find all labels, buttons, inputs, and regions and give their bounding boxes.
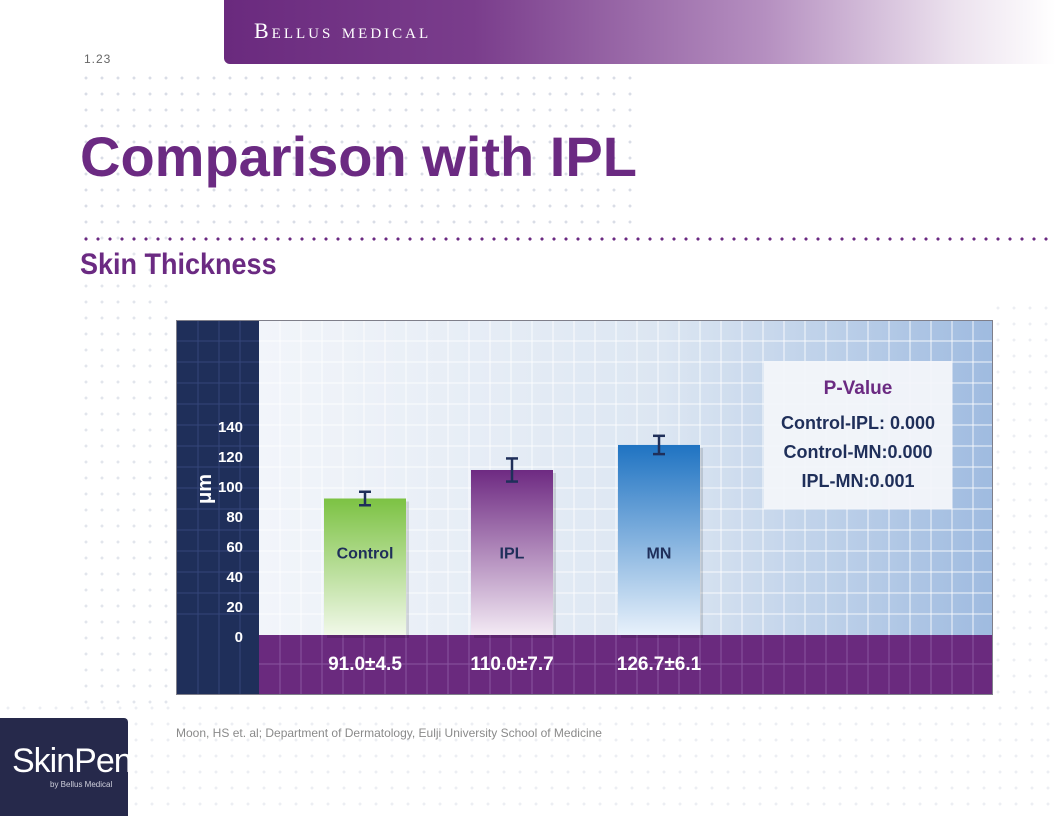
value-label: 91.0±4.5 — [328, 654, 402, 675]
y-tick-label: 20 — [226, 599, 243, 616]
skin-thickness-chart: μm 0 20 40 60 80 100 120 140 Control IPL MN 91.0±… — [177, 321, 992, 694]
dotted-divider — [80, 237, 1056, 241]
y-tick-label: 140 — [218, 419, 243, 436]
value-label: 110.0±7.7 — [470, 654, 553, 675]
legend-line-control-ipl: Control-IPL: 0.000 — [781, 413, 935, 433]
bar-control — [324, 498, 406, 635]
dot-pattern-bottom — [0, 700, 1056, 816]
value-label: 126.7±6.1 — [617, 654, 702, 675]
skinpen-logo: SkinPen by Bellus Medical — [0, 718, 133, 816]
y-axis-label: μm — [194, 474, 216, 504]
bar-label-ipl: IPL — [500, 546, 525, 563]
y-tick-label: 120 — [218, 449, 243, 466]
bar-label-mn: MN — [647, 546, 672, 563]
chart-frame: μm 0 20 40 60 80 100 120 140 Control IPL MN 91.0±… — [176, 320, 993, 695]
bar-label-control: Control — [337, 546, 394, 563]
page-subtitle: Skin Thickness — [80, 248, 277, 281]
y-panel-grid — [177, 321, 259, 694]
y-tick-label: 60 — [226, 539, 243, 556]
y-axis-panel — [177, 321, 259, 694]
dot-pattern-right — [990, 300, 1056, 700]
y-tick-label: 0 — [235, 629, 243, 646]
slide-number: 1.23 — [84, 52, 112, 66]
logo-tagline: by Bellus Medical — [50, 780, 113, 789]
citation: Moon, HS et. al; Department of Dermatolo… — [176, 726, 602, 740]
p-value-legend: P-Value Control-IPL: 0.000 Control-MN:0.… — [764, 361, 952, 509]
y-tick-label: 40 — [226, 569, 243, 586]
bar-ipl — [471, 470, 553, 635]
page-title: Comparison with IPL — [80, 125, 637, 188]
value-band-grid — [259, 635, 992, 694]
y-tick-label: 100 — [218, 479, 243, 496]
dot-pattern-left — [78, 230, 174, 710]
legend-line-ipl-mn: IPL-MN:0.001 — [801, 471, 914, 491]
brand-banner — [224, 0, 1056, 64]
bar-mn — [618, 444, 700, 635]
legend-line-control-mn: Control-MN:0.000 — [783, 442, 932, 462]
dot-pattern-top — [78, 70, 638, 230]
y-tick-label: 80 — [226, 509, 243, 526]
legend-title: P-Value — [824, 378, 893, 399]
brand-name: Bellus medical — [254, 18, 432, 43]
logo-wordmark: SkinPen — [12, 742, 133, 780]
legend-box — [764, 361, 952, 509]
